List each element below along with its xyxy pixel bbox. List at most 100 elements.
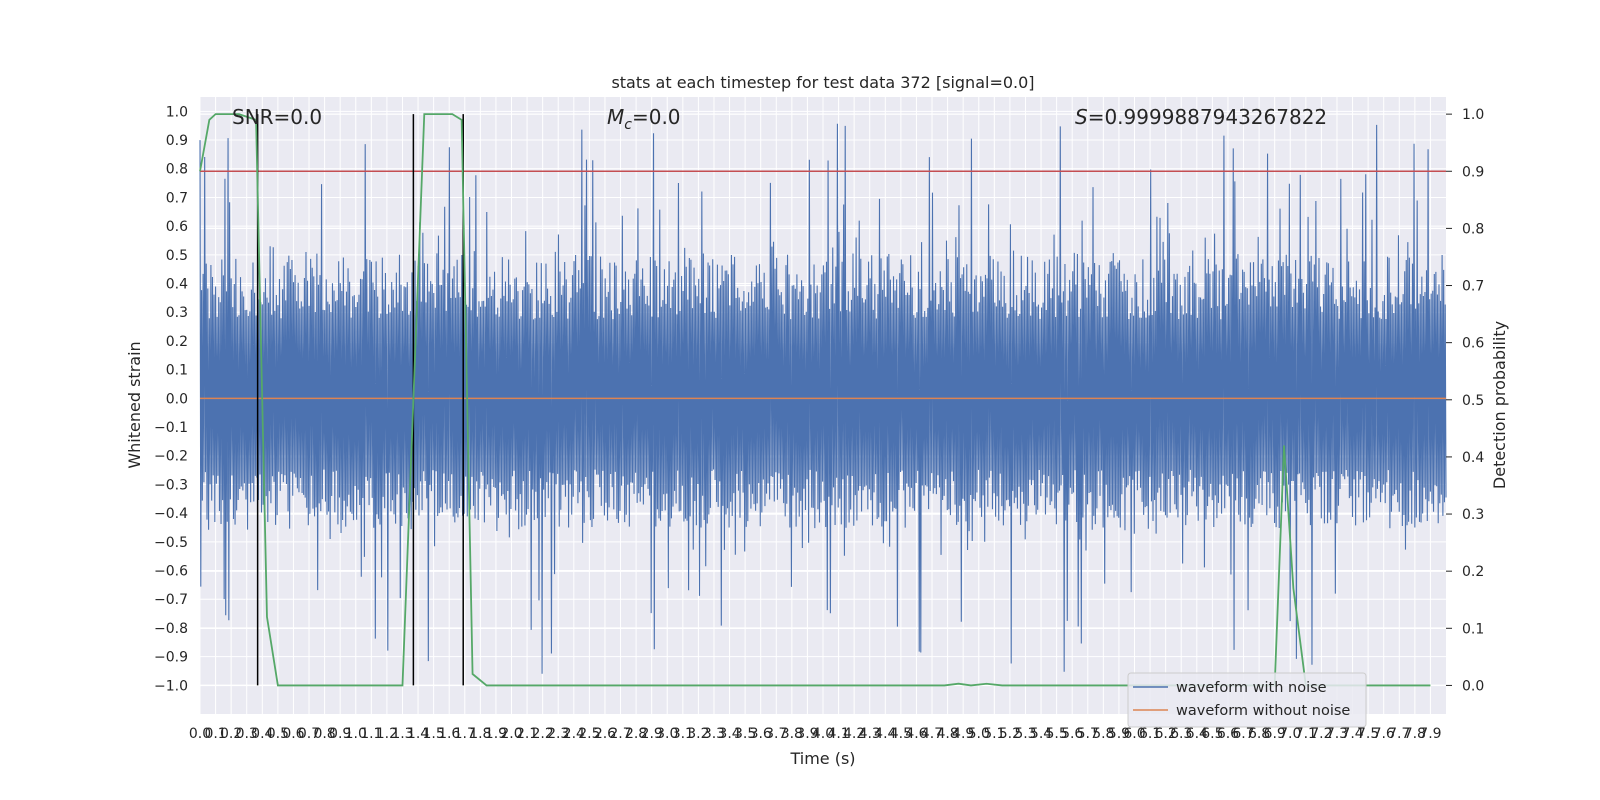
x-tick-label: 6.3 — [1170, 726, 1192, 742]
y-tick-label: 0.2 — [166, 334, 188, 350]
x-tick-label: 6.6 — [1217, 726, 1239, 742]
x-tick-label: 1.1 — [360, 726, 382, 742]
x-tick-label: 6.9 — [1264, 726, 1286, 742]
score-value: =0.9999887943267822 — [1088, 105, 1327, 129]
y-tick-label: 0.7 — [166, 190, 188, 206]
x-tick-label: 1.6 — [438, 726, 460, 742]
x-tick-label: 4.8 — [936, 726, 958, 742]
x-tick-label: 3.8 — [781, 726, 803, 742]
x-tick-label: 0.9 — [329, 726, 351, 742]
x-tick-label: 3.2 — [687, 726, 709, 742]
score-symbol: S — [1075, 105, 1088, 129]
y-tick-label: −0.4 — [154, 506, 188, 522]
x-tick-label: 7.1 — [1295, 726, 1317, 742]
x-tick-label: 2.6 — [594, 726, 616, 742]
x-tick-label: 3.7 — [765, 726, 787, 742]
x-tick-label: 3.9 — [796, 726, 818, 742]
x-tick-label: 5.2 — [999, 726, 1021, 742]
x-tick-label: 5.6 — [1061, 726, 1083, 742]
x-tick-label: 5.4 — [1030, 726, 1052, 742]
y2-tick-label: 0.6 — [1462, 336, 1484, 352]
y2-tick-label: 1.0 — [1462, 107, 1484, 123]
x-tick-label: 7.9 — [1419, 726, 1441, 742]
x-tick-label: 2.9 — [641, 726, 663, 742]
y-tick-label: 1.0 — [166, 104, 188, 120]
y2-tick-label: 0.9 — [1462, 164, 1484, 180]
x-tick-label: 2.2 — [532, 726, 554, 742]
y-tick-label: −0.9 — [154, 650, 188, 666]
y-tick-label: 0.1 — [166, 363, 188, 379]
y2-tick-label: 0.3 — [1462, 507, 1484, 523]
x-tick-label: 4.0 — [812, 726, 834, 742]
x-tick-label: 1.7 — [454, 726, 476, 742]
y2-tick-label: 0.4 — [1462, 450, 1484, 466]
chirp-mass-value: =0.0 — [632, 105, 681, 129]
x-tick-label: 4.9 — [952, 726, 974, 742]
x-tick-label: 0.4 — [251, 726, 273, 742]
x-tick-label: 2.3 — [547, 726, 569, 742]
x-tick-label: 1.4 — [407, 726, 429, 742]
chirp-mass-symbol: M — [607, 105, 624, 129]
x-tick-label: 3.4 — [718, 726, 740, 742]
x-tick-label: 1.5 — [422, 726, 444, 742]
x-tick-label: 2.0 — [500, 726, 522, 742]
y-axis-label: Whitened strain — [125, 341, 144, 468]
x-tick-label: 0.1 — [204, 726, 226, 742]
y-tick-label: 0.4 — [166, 277, 188, 293]
noisy-waveform-line — [199, 123, 1447, 674]
legend: waveform with noise waveform without noi… — [1127, 672, 1367, 728]
x-tick-label: 4.6 — [905, 726, 927, 742]
y2-tick-label: 0.2 — [1462, 564, 1484, 580]
y-tick-label: 0.5 — [166, 248, 188, 264]
x-tick-label: 5.0 — [968, 726, 990, 742]
chirp-mass-subscript: c — [624, 117, 632, 133]
x-tick-label: 5.3 — [1014, 726, 1036, 742]
x-tick-label: 0.8 — [313, 726, 335, 742]
y-tick-label: 0.8 — [166, 162, 188, 178]
x-tick-label: 7.3 — [1326, 726, 1348, 742]
x-tick-label: 4.3 — [859, 726, 881, 742]
x-tick-label: 0.3 — [236, 726, 258, 742]
x-tick-label: 2.8 — [625, 726, 647, 742]
x-tick-label: 0.5 — [267, 726, 289, 742]
chirp-mass-annotation: Mc=0.0 — [607, 105, 681, 133]
x-tick-label: 6.0 — [1123, 726, 1145, 742]
y-tick-label: −0.3 — [154, 477, 188, 493]
y-tick-label: −0.5 — [154, 535, 188, 551]
x-tick-label: 5.8 — [1092, 726, 1114, 742]
x-tick-label: 2.4 — [563, 726, 585, 742]
legend-label-clean: waveform without noise — [1176, 703, 1350, 719]
x-tick-label: 0.6 — [282, 726, 304, 742]
x-tick-label: 5.9 — [1108, 726, 1130, 742]
y-tick-label: 0.3 — [166, 305, 188, 321]
x-tick-label: 5.1 — [983, 726, 1005, 742]
y-tick-label: −0.6 — [154, 564, 188, 580]
x-tick-label: 6.5 — [1201, 726, 1223, 742]
x-tick-label: 0.0 — [189, 726, 211, 742]
x-tick-label: 1.2 — [376, 726, 398, 742]
y2-tick-label: 0.8 — [1462, 221, 1484, 237]
y2-tick-label: 0.5 — [1462, 393, 1484, 409]
x-tick-label: 2.1 — [516, 726, 538, 742]
x-tick-label: 3.5 — [734, 726, 756, 742]
x-tick-label: 7.0 — [1279, 726, 1301, 742]
legend-box — [1127, 672, 1367, 728]
y-tick-label: −0.1 — [154, 420, 188, 436]
y-tick-label: 0.6 — [166, 219, 188, 235]
x-tick-label: 0.2 — [220, 726, 242, 742]
x-tick-label: 2.7 — [609, 726, 631, 742]
x-tick-label: 4.7 — [921, 726, 943, 742]
x-tick-label: 4.1 — [827, 726, 849, 742]
y2-tick-label: 0.0 — [1462, 678, 1484, 694]
x-tick-label: 1.9 — [485, 726, 507, 742]
x-tick-label: 7.8 — [1404, 726, 1426, 742]
y2-axis-label: Detection probability — [1490, 321, 1509, 489]
x-tick-label: 7.2 — [1310, 726, 1332, 742]
x-tick-label: 4.2 — [843, 726, 865, 742]
y-tick-label: 0.0 — [166, 391, 188, 407]
x-tick-label: 6.8 — [1248, 726, 1270, 742]
x-tick-label: 4.5 — [890, 726, 912, 742]
data-layer — [199, 113, 1447, 687]
axis-layer: 0.00.10.20.30.40.50.60.70.80.91.01.11.21… — [154, 104, 1484, 742]
